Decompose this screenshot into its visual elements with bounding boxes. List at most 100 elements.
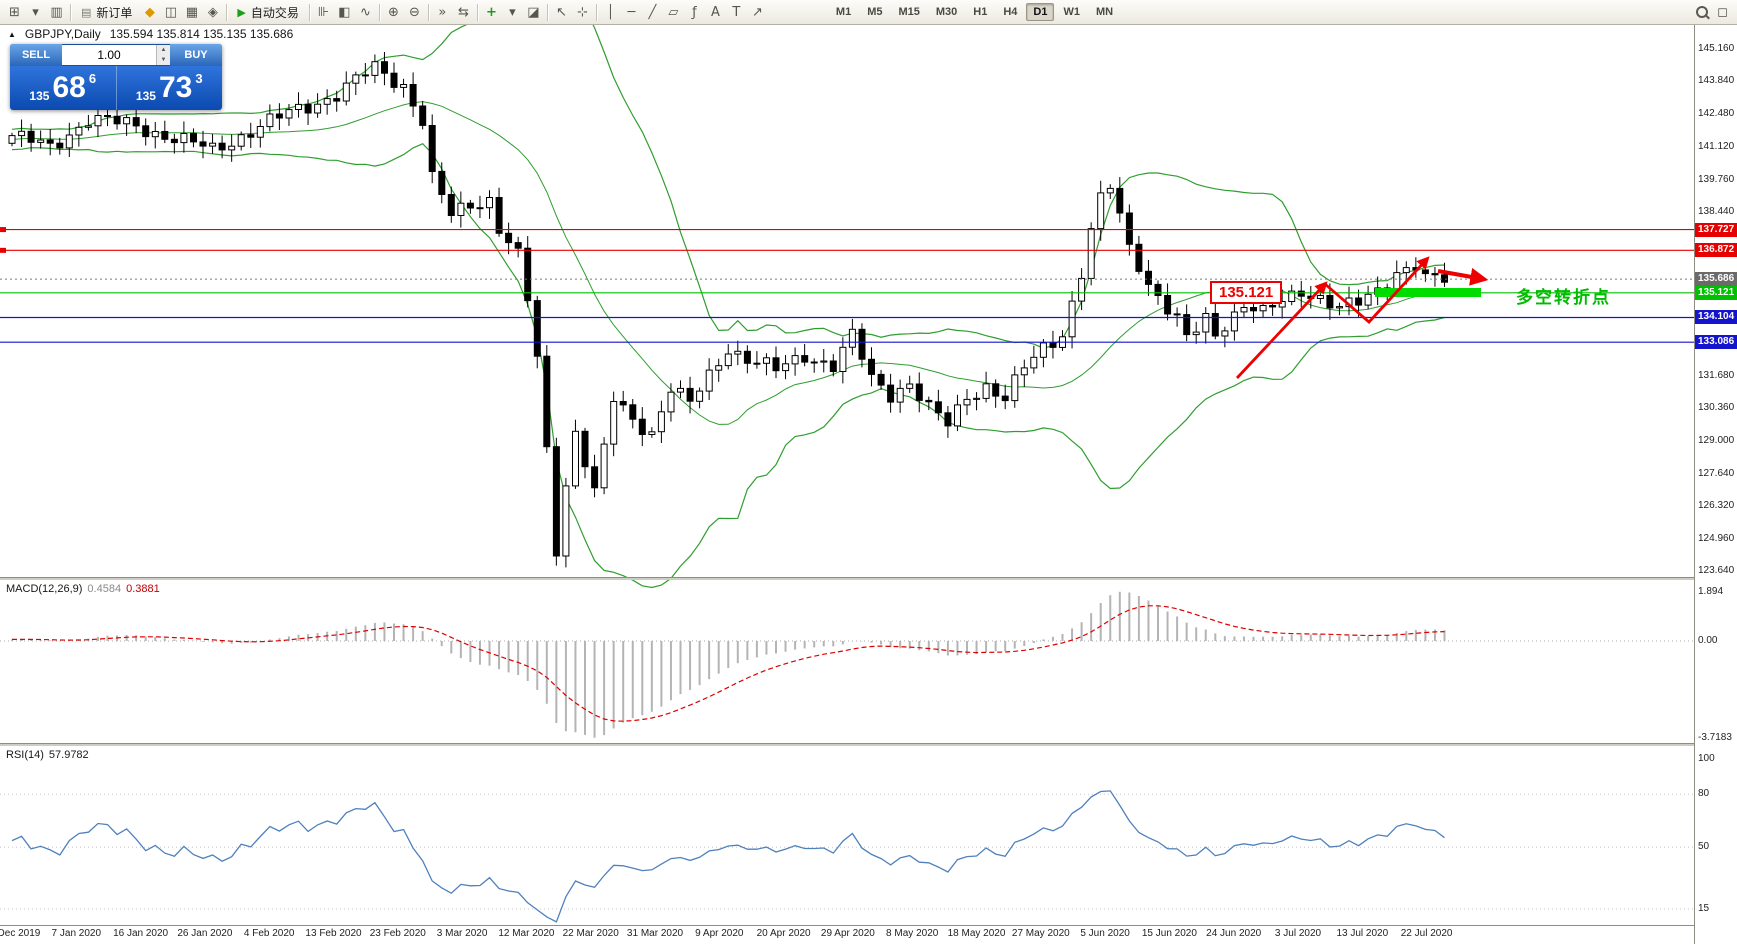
price-level-label: 135.686 [1695, 272, 1737, 287]
indicators-icon[interactable]: + [485, 4, 497, 20]
dropdown-icon[interactable]: ▾ [32, 4, 39, 20]
lot-size-field[interactable]: 1.00 ▲ ▼ [62, 44, 170, 66]
timeframe-mn[interactable]: MN [1095, 6, 1114, 18]
profiles-icon[interactable]: ▥ [50, 4, 63, 20]
timeframe-w1[interactable]: W1 [1063, 6, 1080, 18]
search-icon[interactable] [1691, 3, 1712, 22]
sell-price[interactable]: 135 68 6 [10, 66, 116, 110]
price-scale[interactable]: 137.727 136.872 135.686 135.121 134.104 133.0… [1694, 24, 1737, 944]
timeframe-h4[interactable]: H4 [1003, 6, 1018, 18]
trend-arrow-zigzag [1324, 256, 1430, 324]
toolbar-separator [595, 3, 597, 21]
new-chart-icon[interactable]: ⊞ [9, 4, 20, 20]
vertical-line-icon[interactable]: │ [606, 4, 615, 20]
zoom-out-icon[interactable]: ⊖ [408, 4, 420, 20]
text-icon[interactable]: A [710, 4, 720, 20]
price-tick-label: 123.640 [1698, 565, 1735, 577]
timeframe-d1[interactable]: D1 [1026, 3, 1055, 21]
price-level-label: 135.121 [1695, 285, 1737, 300]
price-tick-label: 126.320 [1698, 500, 1735, 512]
auto-scroll-icon[interactable]: » [438, 4, 447, 20]
lot-decrease-button[interactable]: ▼ [157, 55, 170, 65]
price-level-label: 134.104 [1695, 310, 1737, 325]
date-axis-label: 13 Feb 2020 [305, 928, 362, 939]
price-level-label: 137.727 [1695, 222, 1737, 237]
arrow-objects-icon[interactable]: ↗ [751, 4, 763, 20]
rsi-scale-label: 100 [1698, 753, 1715, 764]
date-axis-label: 3 Jul 2020 [1274, 928, 1322, 939]
dropdown-icon[interactable]: ▾ [509, 4, 516, 20]
panel-divider-macd[interactable] [0, 577, 1737, 580]
price-annotation[interactable]: 135.121 [1210, 281, 1283, 304]
price-tick-label: 142.480 [1698, 108, 1735, 120]
text-label-icon[interactable]: T [732, 4, 741, 20]
buy-price[interactable]: 135 73 3 [117, 66, 223, 110]
timeframe-m1[interactable]: M1 [835, 6, 852, 18]
auto-trading-button-label: 自动交易 [250, 5, 299, 20]
date-axis-label: 22 Jul 2020 [1400, 928, 1453, 939]
new-order-icon: ▤ [81, 5, 92, 19]
macd-scale-label: 0.00 [1698, 635, 1718, 646]
data-window-icon[interactable]: ▦ [185, 4, 199, 20]
auto-trading-button[interactable]: ▶ 自动交易 [230, 3, 305, 22]
bar-chart-icon[interactable]: ⊪ [317, 4, 330, 20]
navigator-icon[interactable]: ◈ [207, 4, 218, 20]
lot-spinner: ▲ ▼ [156, 45, 170, 65]
sell-price-sup: 6 [88, 71, 97, 86]
toolbar-separator [226, 3, 228, 21]
chart-symbol-period: GBPJPY,Daily [24, 27, 101, 41]
timeframe-h1[interactable]: H1 [973, 6, 988, 18]
buy-button[interactable]: BUY [170, 44, 222, 66]
rsi-name: RSI(14) [6, 749, 44, 761]
sell-button[interactable]: SELL [10, 44, 62, 66]
timeframe-m15[interactable]: M15 [898, 6, 920, 18]
zoom-in-icon[interactable]: ⊕ [387, 4, 399, 20]
price-tick-label: 127.640 [1698, 468, 1735, 480]
new-order-button[interactable]: ▤ 新订单 [74, 3, 139, 22]
price-tick-label: 141.120 [1698, 141, 1735, 153]
macd-value-signal: 0.3881 [126, 583, 160, 595]
favorites-icon[interactable]: ◆ [144, 4, 155, 20]
date-axis-label: 13 Jul 2020 [1336, 928, 1389, 939]
line-chart-icon[interactable]: ∿ [359, 4, 371, 20]
auto-trading-icon: ▶ [237, 5, 246, 19]
date-axis-label: 12 Mar 2020 [498, 928, 555, 939]
buy-price-sup: 3 [195, 71, 203, 86]
symbol-marker-icon: ▲ [8, 29, 16, 39]
timeframe-m5[interactable]: M5 [867, 6, 883, 18]
window-icon[interactable]: ◻ [1717, 4, 1728, 20]
date-axis[interactable]: 29 Dec 2019 7 Jan 2020 16 Jan 2020 26 Jan 2… [0, 928, 1695, 944]
price-level-label: 133.086 [1695, 335, 1737, 350]
templates-icon[interactable]: ◪ [527, 4, 540, 20]
price-tick-label: 124.960 [1698, 533, 1735, 545]
toolbar-separator [70, 3, 71, 21]
turning-point-note[interactable]: 多空转折点 [1516, 288, 1611, 307]
chart-shift-icon[interactable]: ⇆ [457, 4, 469, 20]
macd-panel [0, 591, 1694, 738]
chart-ohlc: 135.594 135.814 135.135 135.686 [109, 27, 294, 41]
price-tick-label: 131.680 [1698, 370, 1735, 382]
price-tick-label: 139.760 [1698, 174, 1735, 186]
market-watch-icon[interactable]: ◫ [164, 4, 178, 20]
trend-arrow-up [1235, 281, 1328, 379]
lot-increase-button[interactable]: ▲ [157, 45, 170, 55]
trendline-icon[interactable]: ╱ [648, 4, 657, 20]
candlestick-chart-icon[interactable]: ◧ [338, 4, 351, 20]
date-axis-label: 8 May 2020 [886, 928, 939, 939]
timeframe-m30[interactable]: M30 [935, 6, 958, 18]
panel-divider-rsi[interactable] [0, 743, 1737, 746]
equidistant-channel-icon[interactable]: ▱ [668, 4, 679, 20]
sell-price-prefix: 135 [29, 89, 50, 103]
date-axis-label: 20 Apr 2020 [756, 928, 811, 939]
cursor-icon[interactable]: ↖ [555, 4, 567, 20]
horizontal-line-icon[interactable]: ─ [627, 4, 636, 20]
date-axis-label: 26 Jan 2020 [177, 928, 233, 939]
date-axis-divider [0, 925, 1737, 926]
price-tick-label: 143.840 [1698, 75, 1735, 87]
fibonacci-icon[interactable]: ƒ [692, 4, 697, 20]
annotations [1235, 256, 1489, 379]
crosshair-icon[interactable]: ⊹ [576, 4, 588, 20]
date-axis-label: 24 Jun 2020 [1206, 928, 1262, 939]
rsi-value: 57.9782 [48, 749, 89, 761]
